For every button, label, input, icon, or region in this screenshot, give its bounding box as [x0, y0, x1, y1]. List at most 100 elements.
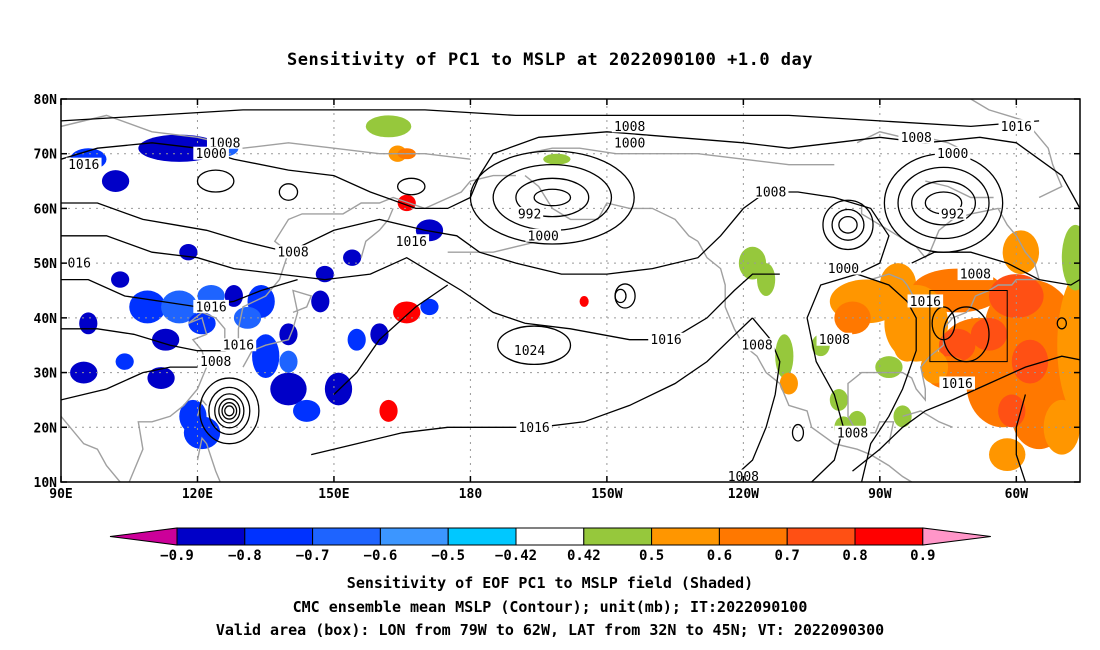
- shading-patch: [1002, 230, 1040, 275]
- mslp-contours: [61, 109, 1080, 482]
- colorbar-label: 0.9: [910, 548, 935, 564]
- shading-patch: [938, 328, 976, 362]
- contour-label-bg: [939, 206, 967, 220]
- contour-label-bg: [65, 256, 93, 270]
- colorbar-label: 0.42: [567, 548, 601, 564]
- contour-label-bg: [957, 267, 994, 281]
- contour-label-bg: [739, 338, 775, 352]
- contour-label: 1016: [223, 339, 254, 354]
- contour-labels: 1008100010161016100801610161016100899210…: [65, 119, 1035, 485]
- shading-patch: [393, 301, 421, 324]
- caption-shading: Sensitivity of EOF PC1 to MSLP field (Sh…: [346, 574, 754, 592]
- isobar: [806, 273, 917, 482]
- coastline: [1089, 165, 1100, 209]
- colorbar-label: −0.7: [296, 548, 330, 564]
- colorbar-label: 0.8: [842, 548, 867, 564]
- colorbar-swatch: [583, 527, 653, 546]
- shading-patch: [270, 372, 307, 406]
- lat-label: 10N: [34, 476, 58, 491]
- shading-patch: [161, 290, 198, 324]
- low-contour: [897, 166, 990, 240]
- contour-label: 1008: [901, 131, 932, 146]
- lat-label: 30N: [34, 367, 58, 382]
- contour-label: 1008: [200, 355, 231, 370]
- cyclone-contour: [199, 377, 260, 445]
- shading-patch: [893, 328, 921, 362]
- contour-label: 1008: [755, 186, 786, 201]
- colorbar-low-end: [109, 527, 178, 546]
- shading-patch: [111, 271, 130, 288]
- contour-label-bg: [752, 185, 789, 199]
- low-contour: [614, 288, 627, 304]
- contour-label-bg: [511, 343, 548, 357]
- shading-patch: [1057, 269, 1080, 421]
- shading-patch: [315, 265, 334, 283]
- shading-patch: [579, 295, 589, 307]
- contour-label-bg: [816, 332, 853, 346]
- colorbar-swatch: [379, 527, 449, 546]
- colorbar-label: −0.9: [160, 548, 194, 564]
- colorbar-label: −0.5: [431, 548, 465, 564]
- contour-label-bg: [275, 245, 311, 259]
- contour-label: 1008: [741, 339, 772, 354]
- isobar: [61, 366, 198, 401]
- contour-label-bg: [193, 299, 229, 313]
- colorbar-swatch: [447, 527, 517, 546]
- contour-label: 1016: [942, 377, 973, 392]
- contour-label-bg: [65, 157, 102, 171]
- contour-label-bg: [193, 146, 229, 160]
- low-contour: [911, 180, 977, 226]
- contour-label: 1016: [396, 235, 427, 250]
- coastline: [242, 289, 313, 368]
- coastline: [447, 240, 539, 253]
- contour-label: 1016: [1001, 120, 1032, 135]
- shading-patch: [129, 290, 166, 324]
- cyclone-contour: [214, 393, 245, 429]
- contour-label: 1008: [819, 333, 850, 348]
- low-contour: [1056, 317, 1068, 330]
- shading-patch: [420, 298, 439, 316]
- shading-patch: [1043, 399, 1080, 455]
- caption-contour: CMC ensemble mean MSLP (Contour); unit(m…: [292, 598, 808, 616]
- contour-label-bg: [220, 338, 257, 352]
- contour-label: 1008: [960, 268, 991, 283]
- colorbar-high-end: [922, 527, 991, 546]
- isobar: [311, 317, 753, 456]
- contour-label: 016: [67, 257, 90, 272]
- contour-label: 1016: [195, 300, 226, 315]
- contour-label-bg: [834, 425, 871, 439]
- shading-patch: [293, 399, 321, 422]
- lon-label: 150E: [318, 487, 349, 502]
- colorbar-swatch: [786, 527, 856, 546]
- contour-label: 1000: [828, 262, 859, 277]
- colorbar-swatch: [312, 527, 381, 546]
- cyclone-contour: [208, 386, 251, 436]
- coastline: [196, 436, 222, 482]
- caption-valid-area: Valid area (box): LON from 79W to 62W, L…: [215, 621, 885, 639]
- lon-label: 90E: [49, 487, 72, 502]
- contour-label: 1000: [528, 229, 559, 244]
- lon-label: 150W: [591, 487, 622, 502]
- contour-label-bg: [907, 294, 944, 308]
- cyclone-contour: [221, 402, 238, 420]
- contour-label: 992: [941, 207, 964, 222]
- contour-label: 1008: [614, 120, 645, 135]
- coastline: [847, 203, 1041, 402]
- contour-label: 992: [518, 207, 541, 222]
- lon-label: 180: [459, 487, 483, 502]
- lon-label: 120E: [182, 487, 213, 502]
- isobar: [61, 278, 298, 308]
- low-contour: [492, 164, 613, 231]
- low-contour: [791, 423, 805, 442]
- valid-area-box: [929, 290, 1008, 363]
- contour-label-bg: [393, 234, 430, 248]
- shading-patch: [115, 353, 134, 370]
- shading-patch: [365, 115, 412, 138]
- lat-label: 60N: [34, 202, 58, 217]
- shading-patch: [101, 170, 130, 193]
- shading-patch: [151, 328, 180, 351]
- low-contour: [196, 169, 235, 193]
- map-axes: 90E 120E 150E 180 150W 120W 90W 60W 80N 70N 60N 50N…: [34, 93, 1080, 502]
- contour-label-bg: [648, 332, 684, 346]
- contour-label: 1008: [277, 246, 308, 261]
